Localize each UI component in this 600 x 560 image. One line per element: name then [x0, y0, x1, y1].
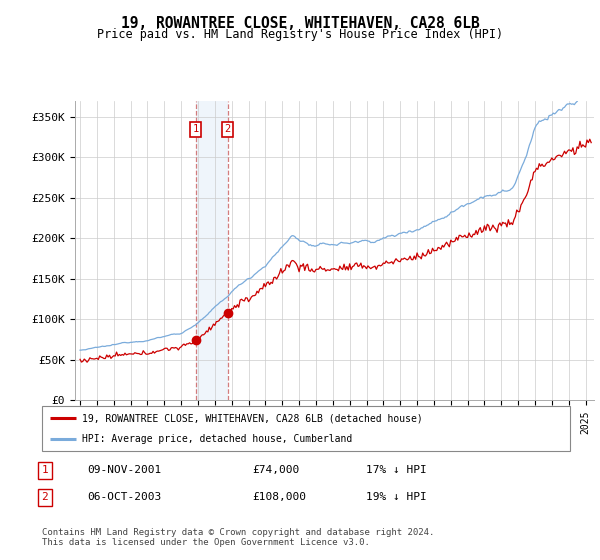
Text: Price paid vs. HM Land Registry's House Price Index (HPI): Price paid vs. HM Land Registry's House …: [97, 28, 503, 41]
Text: £74,000: £74,000: [252, 465, 299, 475]
FancyBboxPatch shape: [42, 406, 570, 451]
Text: 19, ROWANTREE CLOSE, WHITEHAVEN, CA28 6LB: 19, ROWANTREE CLOSE, WHITEHAVEN, CA28 6L…: [121, 16, 479, 31]
Text: 19% ↓ HPI: 19% ↓ HPI: [366, 492, 427, 502]
Text: 17% ↓ HPI: 17% ↓ HPI: [366, 465, 427, 475]
Text: £108,000: £108,000: [252, 492, 306, 502]
Text: 1: 1: [193, 124, 199, 134]
Text: 1: 1: [41, 465, 49, 475]
Text: 2: 2: [224, 124, 231, 134]
Text: 19, ROWANTREE CLOSE, WHITEHAVEN, CA28 6LB (detached house): 19, ROWANTREE CLOSE, WHITEHAVEN, CA28 6L…: [82, 413, 422, 423]
Bar: [196, 101, 227, 400]
Text: Contains HM Land Registry data © Crown copyright and database right 2024.
This d: Contains HM Land Registry data © Crown c…: [42, 528, 434, 547]
Text: 06-OCT-2003: 06-OCT-2003: [87, 492, 161, 502]
Text: HPI: Average price, detached house, Cumberland: HPI: Average price, detached house, Cumb…: [82, 433, 352, 444]
Text: 09-NOV-2001: 09-NOV-2001: [87, 465, 161, 475]
Text: 2: 2: [41, 492, 49, 502]
